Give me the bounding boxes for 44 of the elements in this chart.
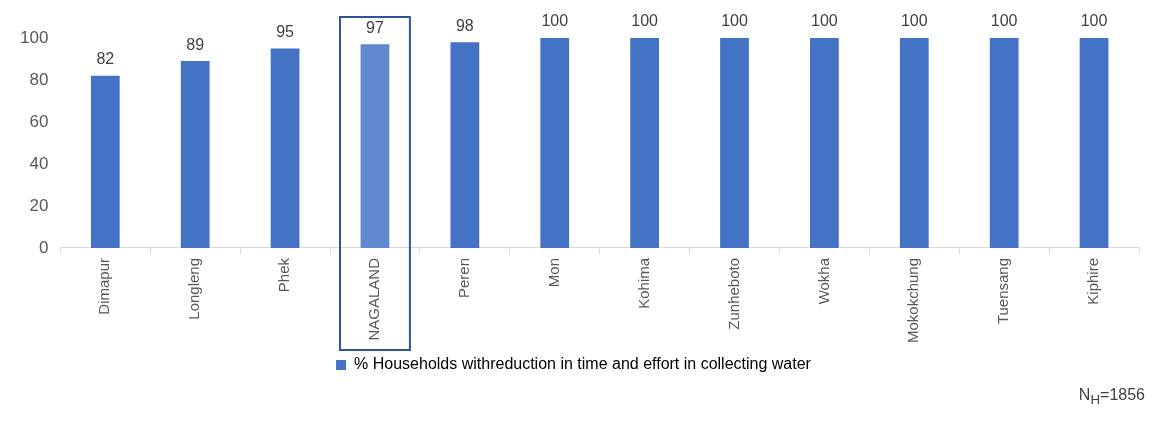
x-tick-label: Kiphire xyxy=(1084,257,1102,305)
x-tick-label: Mokokchung xyxy=(904,257,922,344)
bar xyxy=(180,61,210,248)
text: N$_{H}$=1856 xyxy=(1078,385,1145,407)
y-tick-label: 20 xyxy=(29,195,49,215)
bar xyxy=(270,48,300,248)
x-tick-label: Peren xyxy=(454,257,472,298)
bar xyxy=(989,38,1019,248)
bar xyxy=(450,42,480,248)
data-label: 98 xyxy=(455,16,474,34)
data-label: 97 xyxy=(366,18,384,36)
bar xyxy=(630,38,660,248)
x-tick-label: Tuensang xyxy=(994,257,1012,325)
y-tick-label: 0 xyxy=(38,237,49,257)
bar xyxy=(810,38,839,248)
data-label: 100 xyxy=(990,12,1018,30)
x-tick-label: Phek xyxy=(275,257,293,293)
y-tick-label: 80 xyxy=(29,69,49,89)
y-tick-label: 100 xyxy=(19,27,49,47)
bar xyxy=(720,38,749,248)
data-label: 100 xyxy=(1080,12,1108,30)
x-tick-label: Longleng xyxy=(185,257,203,320)
bar xyxy=(360,44,390,248)
x-tick-label: Zunheboto xyxy=(724,257,742,330)
y-tick-label: 40 xyxy=(29,153,49,173)
bar xyxy=(90,75,120,248)
x-tick-label: Wokha xyxy=(814,257,832,305)
x-tick-label: Mon xyxy=(544,257,562,288)
data-label: 100 xyxy=(541,12,569,30)
data-label: 100 xyxy=(900,12,928,30)
data-label: 100 xyxy=(631,12,659,30)
bar xyxy=(1079,38,1109,248)
data-label: 82 xyxy=(96,50,115,68)
x-tick-label: Kohima xyxy=(634,257,652,309)
y-tick-label: 60 xyxy=(29,111,49,131)
bar xyxy=(540,38,570,248)
x-tick-label: Dimapur xyxy=(95,257,113,315)
bar xyxy=(899,38,929,248)
data-label: 95 xyxy=(276,22,295,40)
data-label: 100 xyxy=(721,12,748,30)
legend-label: % Households withreduction in time and effort in collecting water xyxy=(354,355,812,373)
data-label: 89 xyxy=(186,35,205,53)
data-label: 100 xyxy=(811,12,838,30)
x-tick-label: NAGALAND xyxy=(365,257,383,341)
